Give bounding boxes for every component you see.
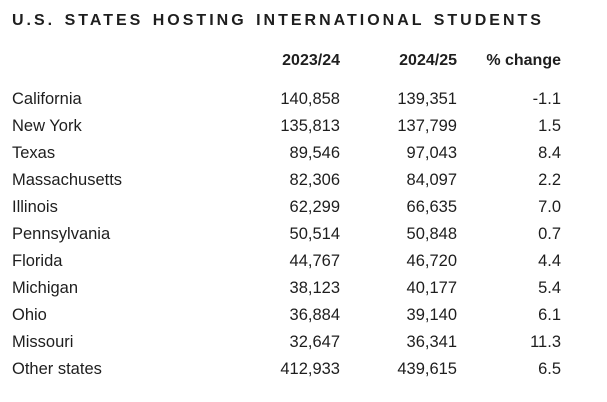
pct-change-cell: 5.4	[538, 279, 561, 297]
value-2024-25-cell: 97,043	[406, 144, 457, 162]
value-2023-24-cell: 32,647	[289, 333, 340, 351]
col-header-state	[12, 52, 162, 86]
table-row: Michigan 38,123 40,177 5.4	[12, 275, 561, 302]
pct-change-cell: 2.2	[538, 171, 561, 189]
table-body: California 140,858 139,351 -1.1 New York…	[12, 86, 561, 383]
state-cell: Massachusetts	[12, 171, 123, 189]
table-row: Ohio 36,884 39,140 6.1	[12, 302, 561, 329]
state-cell: Missouri	[12, 333, 74, 351]
chart-title: U.S. STATES HOSTING INTERNATIONAL STUDEN…	[12, 12, 544, 29]
value-2023-24-cell: 82,306	[289, 171, 340, 189]
table-row: Illinois 62,299 66,635 7.0	[12, 194, 561, 221]
pct-change-cell: 0.7	[538, 225, 561, 243]
table-row: Massachusetts 82,306 84,097 2.2	[12, 167, 561, 194]
value-2024-25-cell: 46,720	[406, 252, 457, 270]
pct-change-cell: 8.4	[538, 144, 561, 162]
pct-change-cell: 6.5	[538, 360, 561, 378]
state-cell: Other states	[12, 360, 102, 378]
value-2024-25-cell: 139,351	[397, 90, 457, 108]
value-2024-25-cell: 439,615	[397, 360, 457, 378]
table-row: Florida 44,767 46,720 4.4	[12, 248, 561, 275]
value-2023-24-cell: 36,884	[289, 306, 340, 324]
state-cell: California	[12, 90, 82, 108]
state-cell: Illinois	[12, 198, 58, 216]
value-2023-24-cell: 135,813	[280, 117, 340, 135]
table-row: Texas 89,546 97,043 8.4	[12, 140, 561, 167]
table-row: Pennsylvania 50,514 50,848 0.7	[12, 221, 561, 248]
table-graphic: U.S. STATES HOSTING INTERNATIONAL STUDEN…	[12, 12, 561, 383]
table-row: California 140,858 139,351 -1.1	[12, 86, 561, 113]
value-2023-24-cell: 44,767	[289, 252, 340, 270]
col-header-2024-25: 2024/25	[399, 52, 457, 69]
state-cell: Pennsylvania	[12, 225, 111, 243]
value-2024-25-cell: 39,140	[406, 306, 457, 324]
state-cell: Texas	[12, 144, 56, 162]
table-row: Missouri 32,647 36,341 11.3	[12, 329, 561, 356]
value-2024-25-cell: 40,177	[406, 279, 457, 297]
value-2023-24-cell: 89,546	[289, 144, 340, 162]
header-row: 2023/24 2024/25 % change	[12, 52, 561, 86]
value-2024-25-cell: 36,341	[406, 333, 457, 351]
state-cell: Florida	[12, 252, 63, 270]
col-header-pct-change: % change	[486, 52, 561, 69]
pct-change-cell: 6.1	[538, 306, 561, 324]
value-2024-25-cell: 137,799	[397, 117, 457, 135]
table-row: Other states 412,933 439,615 6.5	[12, 356, 561, 383]
students-table: 2023/24 2024/25 % change California 140,…	[12, 52, 561, 383]
state-cell: Michigan	[12, 279, 79, 297]
pct-change-cell: 1.5	[538, 117, 561, 135]
state-cell: Ohio	[12, 306, 47, 324]
state-cell: New York	[12, 117, 82, 135]
pct-change-cell: 7.0	[538, 198, 561, 216]
value-2023-24-cell: 38,123	[289, 279, 340, 297]
value-2023-24-cell: 412,933	[280, 360, 340, 378]
value-2023-24-cell: 62,299	[289, 198, 340, 216]
pct-change-cell: 4.4	[538, 252, 561, 270]
value-2023-24-cell: 50,514	[289, 225, 340, 243]
value-2024-25-cell: 66,635	[406, 198, 457, 216]
pct-change-cell: 11.3	[530, 333, 561, 351]
table-header: 2023/24 2024/25 % change	[12, 52, 561, 86]
pct-change-cell: -1.1	[532, 90, 561, 108]
value-2024-25-cell: 84,097	[406, 171, 457, 189]
value-2023-24-cell: 140,858	[280, 90, 340, 108]
col-header-2023-24: 2023/24	[282, 52, 340, 69]
value-2024-25-cell: 50,848	[406, 225, 457, 243]
table-row: New York 135,813 137,799 1.5	[12, 113, 561, 140]
